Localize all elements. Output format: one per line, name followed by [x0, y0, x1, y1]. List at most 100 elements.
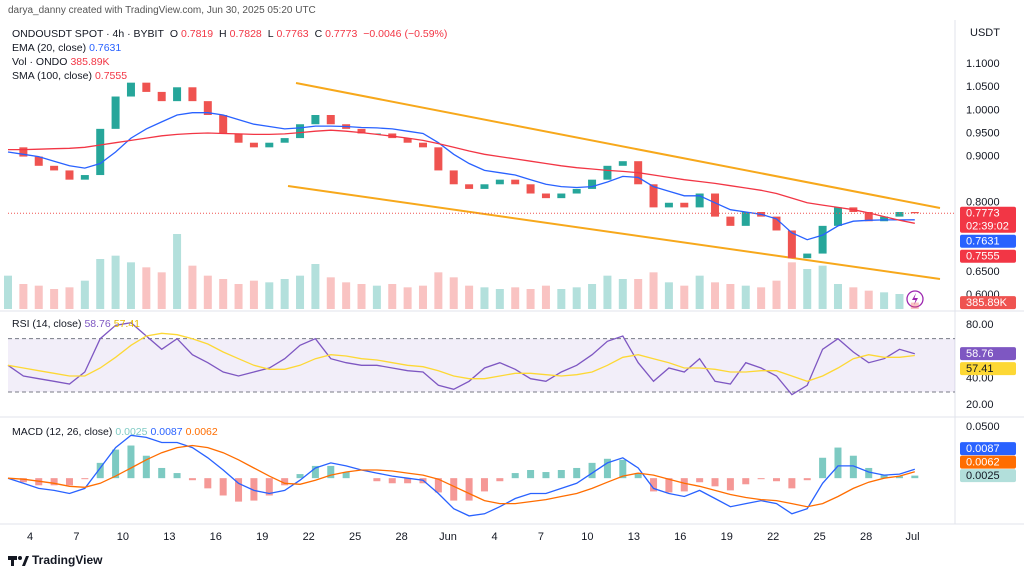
price-label-box	[960, 249, 1016, 263]
volume-bar	[142, 267, 151, 309]
volume-bar	[173, 234, 182, 309]
candle	[680, 202, 689, 208]
candle	[449, 170, 458, 185]
histogram-bar	[296, 474, 304, 479]
y-tick-label: 0.6500	[966, 266, 1000, 278]
candle	[96, 128, 105, 176]
indicator-value: 0.7555	[94, 70, 128, 82]
volume-bar	[449, 277, 458, 309]
rsi-band	[8, 338, 955, 392]
volume-bar	[219, 279, 228, 309]
x-tick-label: 22	[767, 531, 779, 543]
volume-bar	[296, 275, 305, 309]
volume-bar	[526, 289, 535, 309]
legend-row: EMA (20, close) 0.7631	[12, 41, 450, 55]
x-tick-label: 7	[538, 531, 544, 543]
histogram-bar	[50, 478, 58, 486]
volume-bar	[772, 280, 781, 309]
histogram-bar	[911, 475, 919, 479]
x-tick-label: 22	[303, 531, 315, 543]
histogram-bar	[373, 478, 381, 482]
histogram-bar	[158, 467, 166, 479]
candle	[649, 184, 658, 208]
histogram-bar	[603, 458, 611, 479]
x-tick-label: 19	[721, 531, 733, 543]
price-label-box	[960, 455, 1016, 469]
volume-bar	[726, 284, 735, 309]
volume-bar	[50, 289, 59, 309]
indicator-value: 57.41	[113, 318, 141, 330]
histogram-bar	[711, 478, 719, 487]
volume-bar	[249, 280, 258, 309]
candle	[588, 179, 597, 189]
histogram-bar	[188, 478, 196, 481]
candle	[19, 147, 28, 157]
y-tick-label: 1.1000	[966, 58, 1000, 70]
volume-bar	[695, 275, 704, 309]
histogram-bar	[849, 455, 857, 479]
histogram-bar	[127, 445, 135, 479]
candle	[188, 87, 197, 102]
rsi-line	[7, 332, 915, 382]
price-label-box	[960, 206, 1016, 233]
candle	[833, 207, 842, 226]
volume-bar	[757, 287, 766, 309]
volume-bar	[126, 262, 135, 309]
price-label-box	[960, 362, 1016, 376]
candle	[726, 216, 735, 226]
volume-bar	[326, 277, 335, 309]
ohlc-value: 0.7828	[229, 28, 262, 40]
price-legend: ONDOUSDT SPOT · 4h · BYBIT O 0.7819 H 0.78…	[12, 27, 450, 83]
volume-bar	[403, 287, 412, 309]
x-tick-label: 28	[860, 531, 872, 543]
indicator-name: SMA (100, close)	[12, 70, 92, 82]
change: −0.0046	[363, 28, 402, 40]
indicator-name: Vol · ONDO	[12, 56, 68, 68]
histogram-bar	[511, 473, 519, 479]
volume-bar	[634, 279, 643, 309]
price-label-box	[960, 469, 1016, 483]
volume-bar	[541, 285, 550, 309]
brand-logo	[8, 556, 29, 566]
indicator-name: RSI (14, close)	[12, 318, 82, 330]
ohlc-value: 0.7819	[181, 28, 214, 40]
volume-bar	[864, 290, 873, 309]
histogram-bar	[204, 478, 212, 489]
histogram-bar	[757, 478, 765, 480]
channel-upper	[295, 82, 941, 209]
histogram-bar	[311, 465, 319, 479]
candle	[910, 212, 919, 214]
ohlc-name: C	[314, 28, 323, 40]
candle	[618, 161, 627, 166]
volume-bar	[833, 284, 842, 309]
histogram-bar	[81, 478, 89, 480]
histogram-bar	[557, 470, 565, 479]
histogram-bar	[65, 478, 73, 486]
volume-bar	[588, 284, 597, 309]
candle	[541, 193, 550, 199]
candle	[249, 142, 258, 148]
histogram-bar	[834, 447, 842, 479]
volume-bar	[849, 287, 858, 309]
x-tick-label: 25	[814, 531, 826, 543]
volume-bar	[19, 284, 28, 309]
candle	[465, 184, 474, 189]
price-label-box	[960, 442, 1016, 456]
volume-bar	[65, 287, 74, 309]
histogram-bar	[235, 478, 243, 502]
x-tick-label: 16	[210, 531, 222, 543]
volume-bar	[234, 284, 243, 309]
candle	[403, 138, 412, 143]
volume-bar	[34, 285, 43, 309]
candle	[357, 128, 366, 134]
candle	[480, 184, 489, 189]
x-tick-label: 25	[349, 531, 361, 543]
y-tick-label: 0.0500	[966, 421, 1000, 433]
histogram-bar	[450, 478, 458, 501]
macd-legend: MACD (12, 26, close) 0.0025 0.0087 0.0062	[12, 425, 221, 439]
candle	[296, 124, 305, 139]
y-tick-label: 0.8000	[966, 197, 1000, 209]
volume-bar	[803, 269, 812, 309]
candle	[772, 216, 781, 231]
